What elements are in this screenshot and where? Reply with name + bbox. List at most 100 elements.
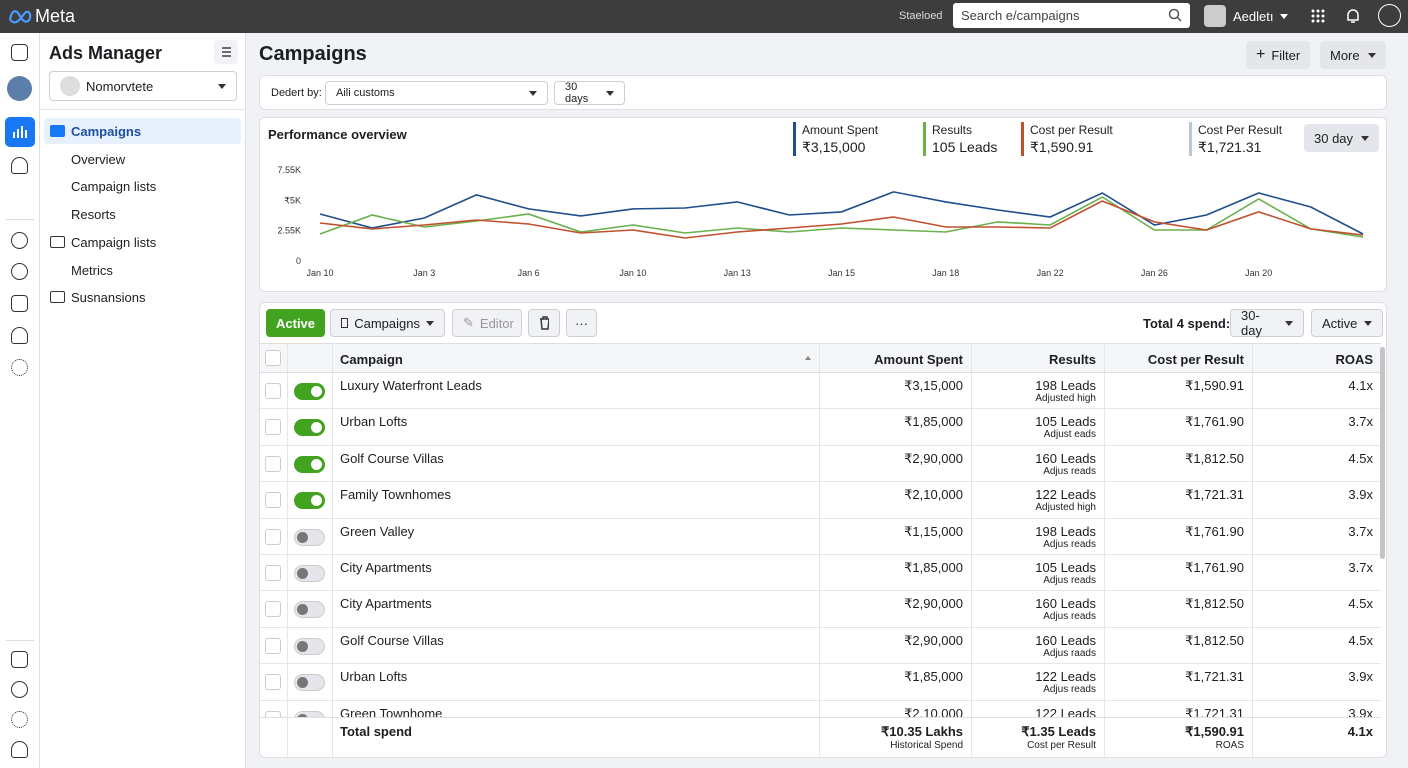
status-toggle[interactable] [294,601,325,619]
x-tick-label: Jan 22 [1037,268,1064,278]
campaign-name[interactable]: Golf Course Villas [340,632,444,648]
metric-value: 105 Leads [932,139,998,155]
apps-icon[interactable] [1311,9,1326,24]
rail-icon[interactable] [11,681,28,698]
table-cell [260,445,288,482]
table-cell: ₹1,812.50 [1105,591,1253,627]
toggle-knob [297,568,308,579]
rail-icon[interactable] [11,157,28,174]
campaign-name[interactable]: Luxury Waterfront Leads [340,378,482,393]
campaign-name[interactable]: Green Townhome [340,705,443,717]
audience-select[interactable]: Aili customs [325,81,548,105]
row-checkbox[interactable] [265,637,281,654]
rail-divider [6,219,34,220]
row-checkbox[interactable] [265,710,281,717]
status-toggle[interactable] [294,383,325,400]
rail-icon[interactable] [11,359,28,376]
row-checkbox[interactable] [265,674,281,691]
table-cell: 105 Leads Adjus reads [972,555,1105,591]
status-toggle[interactable] [294,565,325,582]
metric-value: ₹3,15,000 [802,139,866,155]
rail-icon[interactable] [11,651,28,668]
metric-name: Cost Per Result [1198,123,1283,137]
rail-icon[interactable] [11,263,28,280]
notifications-icon[interactable] [1345,7,1361,25]
range-select[interactable]: 30 days [554,81,625,105]
row-checkbox[interactable] [265,565,281,581]
nav-item[interactable]: Susnansions [44,284,241,310]
results: 122 Leads [1035,487,1096,503]
total-cpr: ₹1,590.91 [1185,724,1244,739]
amount-spent: ₹3,15,000 [904,378,963,393]
avatar[interactable] [1204,5,1226,27]
status-toggle[interactable] [294,419,325,437]
nav-item[interactable]: Campaigns [44,118,241,144]
campaign-name[interactable]: City Apartments [340,560,432,575]
roas: 4.5x [1348,596,1373,612]
amount-spent: ₹1,85,000 [904,414,963,430]
editor-button[interactable]: ✎ Editor [452,309,522,337]
campaign-name[interactable]: Golf Course Villas [340,450,444,466]
roas: 4.5x [1348,632,1373,648]
rail-icon[interactable] [11,295,28,312]
row-checkbox[interactable] [265,492,281,509]
column-label: Campaign [340,352,403,367]
active-button[interactable]: Active [266,309,326,337]
status-text: Staeloed [899,10,943,22]
table-cell: 3.9x [1253,701,1381,717]
search-box[interactable]: Search e/campaigns [953,3,1190,28]
x-tick-label: Jan 18 [932,268,959,278]
rail-icon[interactable] [11,741,28,758]
campaign-name[interactable]: Urban Lofts [340,414,408,430]
header-cell: Campaign [333,344,820,372]
campaign-name[interactable]: Green Valley [340,523,415,539]
status-toggle[interactable] [294,674,325,692]
table-cell: ₹2,90,000 [820,591,972,627]
row-checkbox[interactable] [265,601,281,618]
row-checkbox[interactable] [265,455,281,472]
campaign-name[interactable]: Family Townhomes [340,487,452,503]
results: 122 Leads [1035,705,1096,717]
user-name[interactable]: Aedletı [1233,9,1274,24]
rail-icon[interactable] [11,711,28,728]
row-checkbox[interactable] [265,419,281,436]
period-dropdown[interactable]: 30-day [1230,308,1304,338]
rail-icon[interactable] [11,327,28,344]
campaign-name[interactable]: City Apartments [340,596,432,612]
more-actions-button[interactable]: ··· [566,309,597,337]
nav-label: Resorts [71,207,116,223]
performance-range[interactable]: 30 day [1304,124,1379,152]
table-cell [260,627,288,664]
meta-logo-icon [8,10,32,24]
rail-active-icon[interactable] [5,117,35,147]
table-cell: ₹1,761.90 [1105,518,1253,554]
campaigns-dropdown[interactable]: Campaigns [330,309,445,337]
rail-icon[interactable] [11,232,28,249]
nav-item[interactable]: Campaign lists [44,229,241,255]
more-button[interactable]: More [1320,41,1386,69]
campaign-name[interactable]: Urban Lofts [340,669,408,685]
status-dropdown[interactable]: Active [1311,309,1383,337]
nav-item[interactable]: Resorts [44,201,241,227]
nav-item[interactable]: Overview [44,146,241,172]
nav-item[interactable]: Metrics [44,257,241,283]
delete-button[interactable] [528,309,560,337]
caret [1368,52,1376,58]
account-selector[interactable]: Nomorvtete [49,71,237,101]
rail-avatar[interactable] [7,76,32,101]
total-cell [288,718,333,757]
filter-button[interactable]: + Filter [1246,41,1311,69]
table-cell: ₹1,721.31 [1105,482,1253,518]
rail-icon[interactable] [11,44,28,61]
status-toggle[interactable] [294,637,325,655]
status-toggle[interactable] [294,455,325,473]
status-toggle[interactable] [294,528,325,546]
status-toggle[interactable] [294,492,325,510]
nav-item[interactable]: Campaign lists [44,173,241,199]
list-view-button[interactable] [214,40,238,64]
row-checkbox[interactable] [265,528,281,545]
account-menu[interactable] [1378,4,1401,27]
row-checkbox[interactable] [265,383,281,399]
table-cell [288,373,333,409]
user-caret [1280,14,1288,19]
